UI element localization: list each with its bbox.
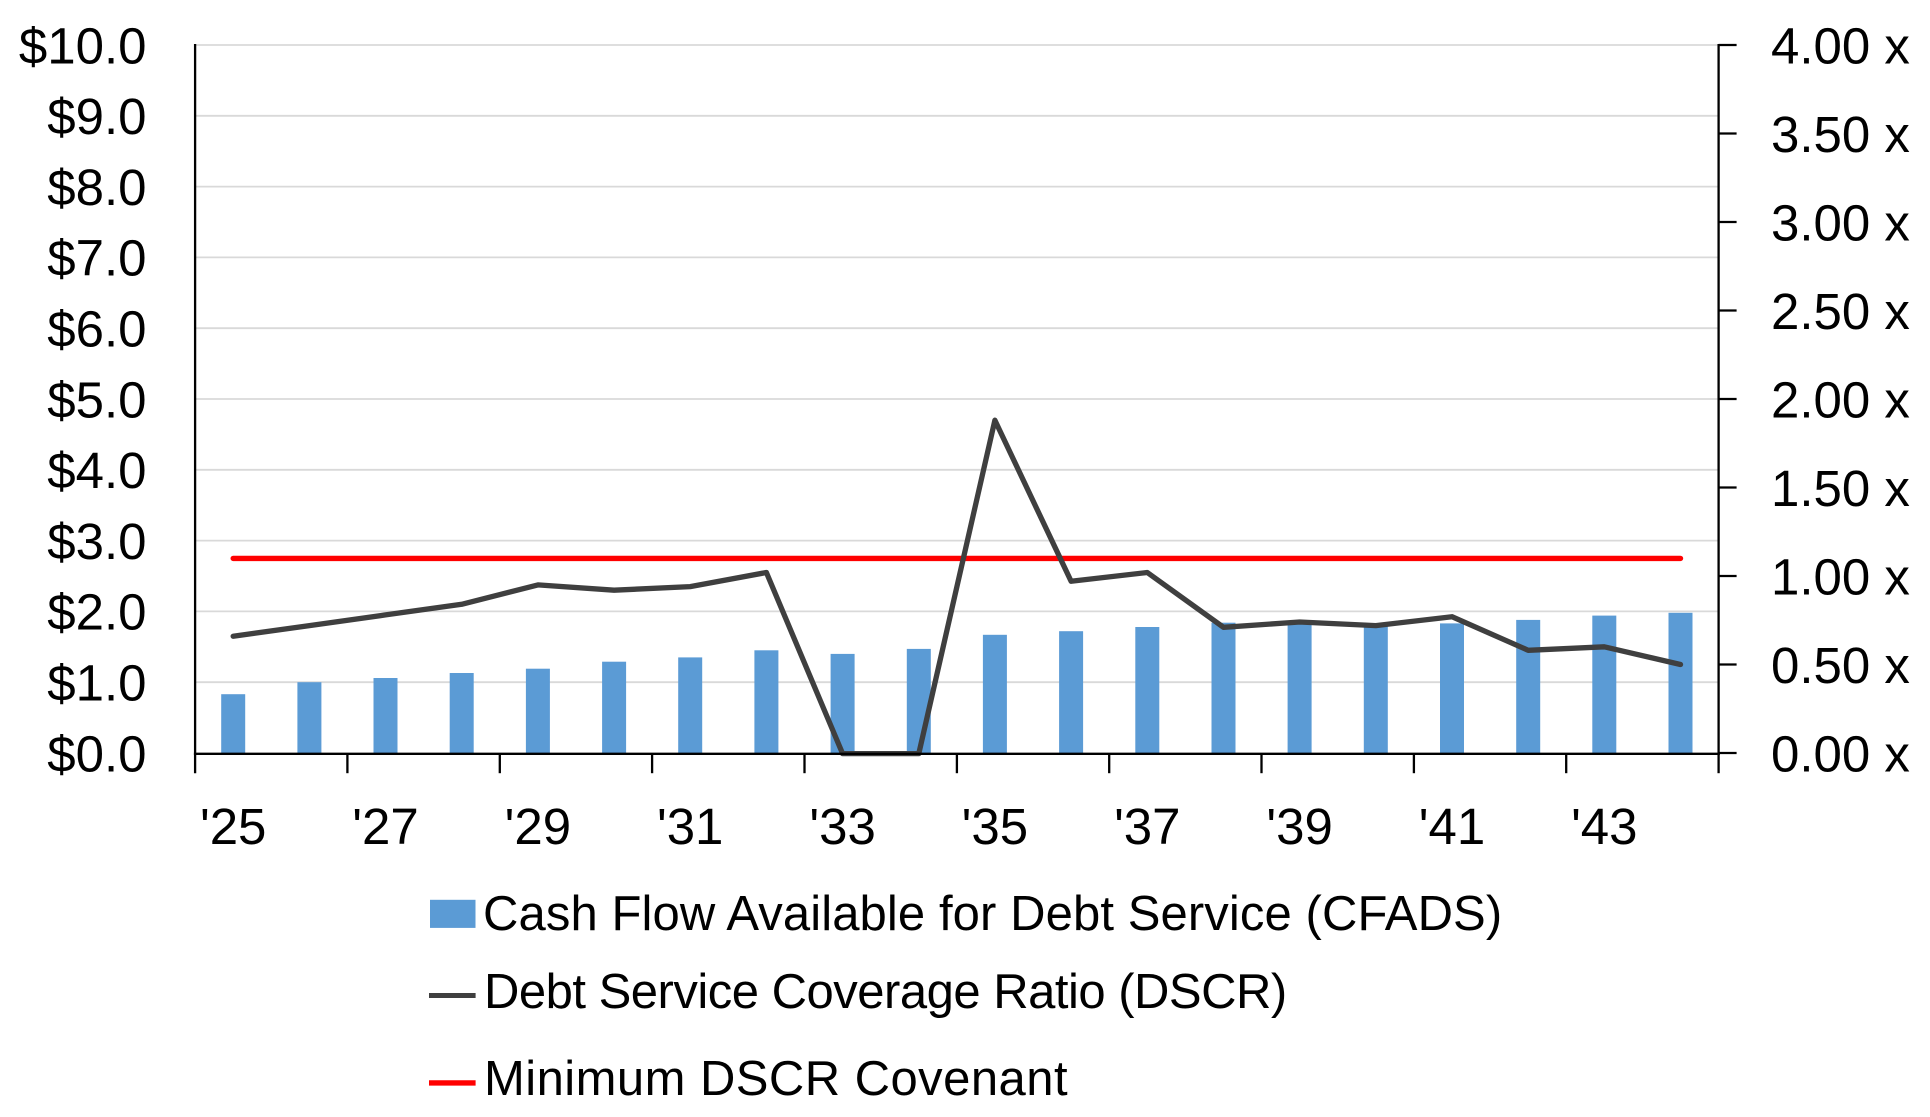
svg-text:'27: '27: [352, 798, 418, 855]
svg-text:$6.0: $6.0: [47, 301, 146, 358]
svg-text:Minimum DSCR Covenant: Minimum DSCR Covenant: [484, 1052, 1068, 1106]
svg-text:'29: '29: [505, 798, 571, 855]
svg-text:$4.0: $4.0: [47, 442, 146, 499]
svg-text:Debt Service Coverage Ratio (D: Debt Service Coverage Ratio (DSCR): [484, 965, 1287, 1019]
svg-text:3.50 x: 3.50 x: [1771, 106, 1910, 163]
svg-text:'31: '31: [657, 798, 723, 855]
svg-text:$2.0: $2.0: [47, 584, 146, 641]
svg-text:4.00 x: 4.00 x: [1771, 17, 1910, 74]
svg-text:$3.0: $3.0: [47, 513, 146, 570]
svg-text:1.00 x: 1.00 x: [1771, 548, 1910, 605]
svg-text:$10.0: $10.0: [19, 17, 147, 74]
svg-text:$5.0: $5.0: [47, 371, 146, 428]
svg-text:$8.0: $8.0: [47, 159, 146, 216]
svg-text:'33: '33: [809, 798, 875, 855]
svg-text:'43: '43: [1571, 798, 1637, 855]
svg-text:$1.0: $1.0: [47, 655, 146, 712]
svg-text:$7.0: $7.0: [47, 230, 146, 287]
svg-text:'37: '37: [1114, 798, 1180, 855]
svg-text:2.00 x: 2.00 x: [1771, 371, 1910, 428]
svg-text:'39: '39: [1266, 798, 1332, 855]
svg-text:'25: '25: [200, 798, 266, 855]
svg-text:$9.0: $9.0: [47, 88, 146, 145]
svg-text:0.50 x: 0.50 x: [1771, 637, 1910, 694]
svg-text:0.00 x: 0.00 x: [1771, 725, 1910, 782]
svg-text:2.50 x: 2.50 x: [1771, 283, 1910, 340]
svg-text:1.50 x: 1.50 x: [1771, 460, 1910, 517]
svg-text:3.00 x: 3.00 x: [1771, 194, 1910, 251]
svg-text:'41: '41: [1419, 798, 1485, 855]
svg-text:'35: '35: [962, 798, 1028, 855]
svg-text:$0.0: $0.0: [47, 725, 146, 782]
svg-text:Cash Flow Available for Debt S: Cash Flow Available for Debt Service (CF…: [483, 887, 1502, 941]
